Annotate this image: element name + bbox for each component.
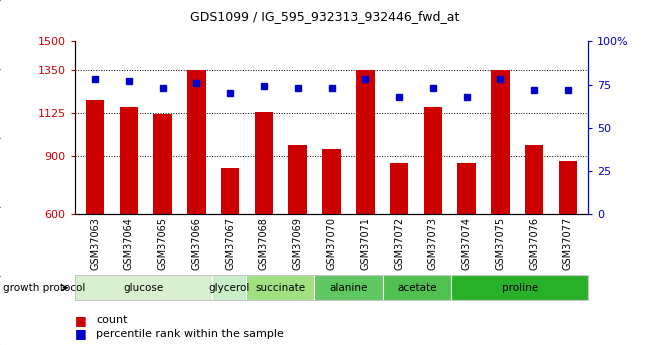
Text: acetate: acetate <box>397 283 437 293</box>
Bar <box>153 114 172 214</box>
Bar <box>120 107 138 214</box>
Text: glucose: glucose <box>123 283 163 293</box>
Bar <box>255 112 273 214</box>
Text: GDS1099 / IG_595_932313_932446_fwd_at: GDS1099 / IG_595_932313_932446_fwd_at <box>190 10 460 23</box>
Bar <box>491 70 510 214</box>
Bar <box>221 168 239 214</box>
Text: glycerol: glycerol <box>208 283 250 293</box>
Bar <box>525 145 543 214</box>
Text: succinate: succinate <box>255 283 306 293</box>
Bar <box>559 161 577 214</box>
Text: count: count <box>96 315 127 325</box>
Bar <box>86 100 104 214</box>
Text: proline: proline <box>502 283 538 293</box>
Text: ■: ■ <box>75 327 86 341</box>
Text: percentile rank within the sample: percentile rank within the sample <box>96 329 284 339</box>
Bar <box>187 70 205 214</box>
Bar <box>390 163 408 214</box>
Bar <box>424 107 442 214</box>
Text: ■: ■ <box>75 314 86 327</box>
Bar <box>289 145 307 214</box>
Bar <box>356 70 374 214</box>
Text: alanine: alanine <box>330 283 368 293</box>
Bar <box>458 163 476 214</box>
Bar <box>322 149 341 214</box>
Text: growth protocol: growth protocol <box>3 283 86 293</box>
